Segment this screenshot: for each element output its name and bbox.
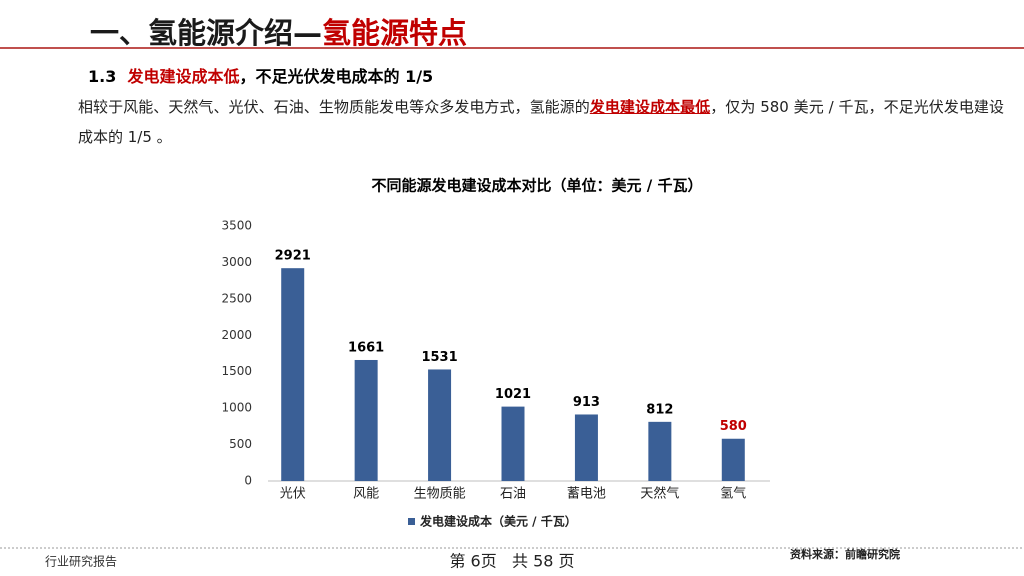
x-tick-label: 风能 [353,487,379,502]
x-tick-label: 生物质能 [414,487,466,502]
paragraph-highlight: 发电建设成本最低 [589,98,711,116]
y-tick-label: 2000 [221,328,252,342]
subtitle: 1.3 发电建设成本低，不足光伏发电成本的 1/5 [88,63,433,87]
y-tick-label: 500 [229,437,252,451]
y-tick-label: 1000 [221,401,252,415]
footer-left: 行业研究报告 [45,554,117,569]
data-label: 1661 [348,340,384,355]
page-number: 第 6页 共 58 页 [449,552,574,571]
data-label: 913 [573,395,600,410]
bar [721,438,745,481]
bar [574,414,598,481]
data-label: 812 [646,402,673,417]
y-tick-label: 1500 [221,364,252,378]
data-label: 2921 [275,249,311,264]
slide-title: 一、氢能源介绍—氢能源特点 [90,10,467,52]
bar [428,369,452,481]
y-tick-label: 3000 [221,255,252,269]
paragraph-text: 相较于风能、天然气、光伏、石油、生物质能发电等众多发电方式，氢能源的 [78,98,590,116]
x-tick-label: 氢气 [720,486,746,502]
subtitle-highlight: 发电建设成本低 [127,67,240,86]
legend-label: 发电建设成本（美元 / 千瓦） [419,514,577,529]
y-tick-label: 0 [244,474,252,488]
data-label: 1021 [495,387,531,402]
source: 资料来源：前瞻研究院 [790,547,900,561]
paragraph: 相较于风能、天然气、光伏、石油、生物质能发电等众多发电方式，氢能源的发电建设成本… [78,92,1004,152]
x-tick-label: 天然气 [640,486,679,502]
header-rule [0,47,1024,49]
subtitle-number: 1.3 [88,67,117,86]
title-highlight: 氢能源特点 [322,16,468,50]
x-tick-label: 石油 [500,487,526,502]
y-tick-label: 3500 [221,219,252,233]
bar [354,359,378,481]
y-tick-label: 2500 [221,291,252,305]
title-prefix: 一、氢能源介绍— [90,16,323,50]
bar [281,268,305,481]
data-label: 1531 [421,350,457,365]
x-tick-label: 蓄电池 [567,487,606,502]
chart-title: 不同能源发电建设成本对比（单位：美元 / 千瓦） [372,177,703,195]
paragraph-text: ，仅为 580 美元 / 千瓦，不足光伏发电建设成本的 1/5 。 [78,98,1004,146]
data-label: 580 [720,419,747,434]
legend-swatch [408,518,415,525]
x-tick-label: 光伏 [280,487,306,502]
bar [501,406,525,481]
bar [648,421,672,481]
subtitle-rest: ，不足光伏发电成本的 1/5 [239,67,434,86]
